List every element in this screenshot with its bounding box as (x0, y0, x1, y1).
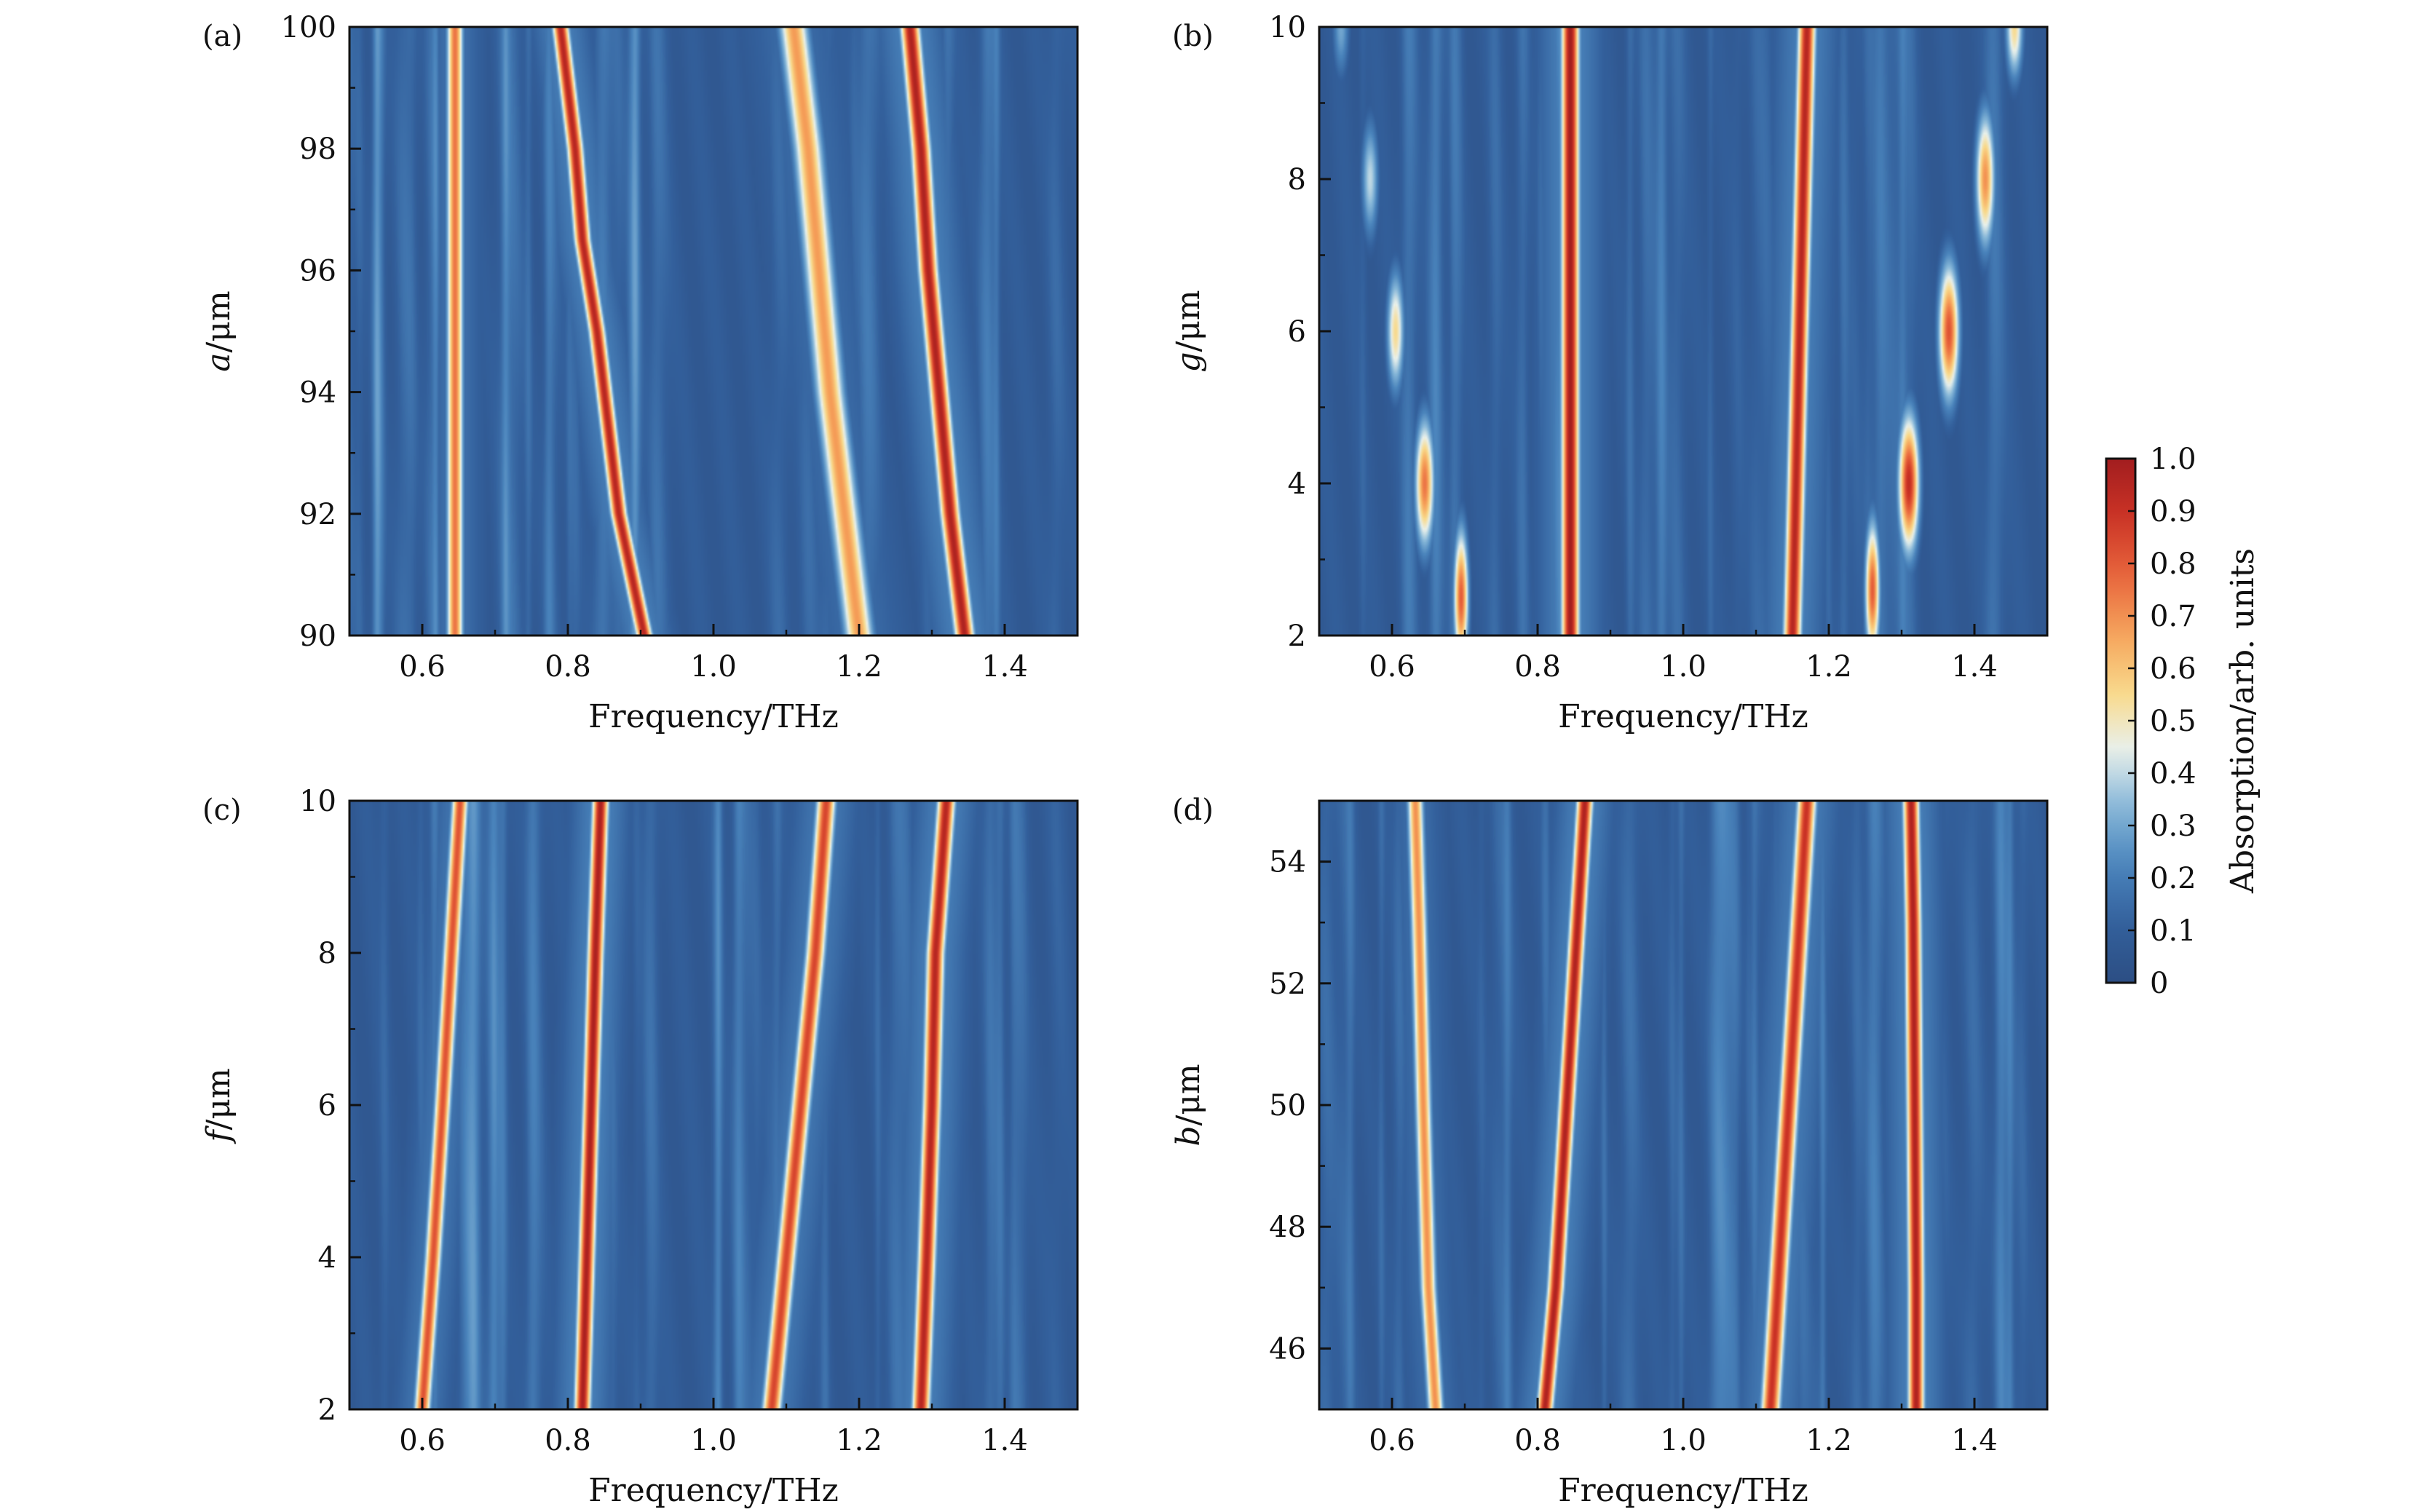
x-tick-label: 0.8 (545, 1424, 591, 1457)
x-tick-label: 1.2 (1806, 650, 1852, 684)
y-axis-variable: b (1170, 1125, 1207, 1146)
colorbar: 0 0.1 0.2 0.3 0.4 0.5 0.6 0.7 0.8 0.9 1.0 Absorptio… (2105, 443, 2261, 1000)
x-tick-label: 1.0 (690, 650, 737, 684)
colorbar-tick-label: 0.8 (2150, 547, 2196, 581)
y-axis-variable: a (200, 352, 237, 371)
x-tick-label: 1.4 (1951, 650, 1998, 684)
panel-a: 0.6 0.8 1.0 1.2 1.4 90 92 94 96 98 100 Frequency/TH… (200, 11, 1079, 735)
colorbar-tick-label: 0.2 (2150, 862, 2196, 895)
y-axis-label: g/μm (1170, 290, 1207, 372)
colorbar-tick-label: 0.4 (2150, 757, 2196, 791)
x-tick-label: 1.4 (981, 1424, 1028, 1457)
y-tick-label: 98 (299, 132, 336, 166)
colorbar-tick-label: 0 (2150, 967, 2168, 1000)
y-tick-label: 4 (1288, 467, 1306, 501)
x-tick-label: 0.8 (545, 650, 591, 684)
colorbar-tick-label: 0.6 (2150, 652, 2196, 686)
y-tick-label: 92 (299, 498, 336, 531)
x-tick-label: 0.6 (1369, 1424, 1415, 1457)
heatmap-image (1319, 801, 2047, 1409)
x-tick-label: 1.0 (690, 1424, 737, 1457)
x-tick-label: 0.8 (1514, 650, 1561, 684)
x-tick-label: 1.0 (1660, 650, 1707, 684)
y-tick-label: 48 (1269, 1211, 1306, 1244)
y-tick-label: 94 (299, 376, 336, 410)
x-axis-label: Frequency/THz (1558, 698, 1808, 735)
y-tick-label: 2 (318, 1393, 336, 1427)
y-tick-label: 10 (299, 785, 336, 818)
y-axis-label: b/μm (1170, 1064, 1207, 1146)
y-tick-label: 96 (299, 254, 336, 288)
y-tick-label: 8 (318, 937, 336, 970)
y-axis-label: f/μm (200, 1068, 237, 1144)
heatmap-image (1319, 27, 2047, 636)
y-axis-unit: /μm (200, 1068, 237, 1130)
panel-d: 0.6 0.8 1.0 1.2 1.4 46 48 50 52 54 Frequency/THz b/… (1170, 793, 2049, 1509)
y-axis-unit: /μm (1170, 1064, 1207, 1125)
panel-c: 0.6 0.8 1.0 1.2 1.4 2 4 6 8 10 Frequency/THz f/μm (c… (200, 785, 1079, 1509)
x-axis-label: Frequency/THz (1558, 1472, 1808, 1509)
x-axis-label: Frequency/THz (588, 1472, 839, 1509)
y-tick-label: 90 (299, 620, 336, 653)
y-axis-label: a/μm (200, 290, 237, 371)
colorbar-scale (2105, 457, 2137, 984)
panel-label: (d) (1172, 793, 1214, 827)
x-tick-label: 1.4 (981, 650, 1028, 684)
heatmap-image (349, 27, 1077, 636)
panel-b: 0.6 0.8 1.0 1.2 1.4 2 4 6 8 10 Frequency/THz g/μm (b… (1170, 11, 2049, 735)
panel-label: (b) (1172, 20, 1214, 53)
y-tick-label: 54 (1269, 846, 1306, 879)
y-tick-label: 52 (1269, 967, 1306, 1001)
x-tick-label: 1.0 (1660, 1424, 1707, 1457)
colorbar-tick-label: 0.5 (2150, 705, 2196, 738)
y-tick-label: 8 (1288, 163, 1306, 197)
y-tick-label: 6 (1288, 315, 1306, 349)
colorbar-tick-label: 0.1 (2150, 914, 2196, 948)
y-axis-variable: g (1170, 352, 1207, 372)
y-tick-label: 10 (1269, 11, 1306, 44)
x-tick-label: 1.2 (836, 1424, 882, 1457)
colorbar-label: Absorption/arb. units (2224, 548, 2261, 894)
y-tick-label: 4 (318, 1241, 336, 1275)
x-tick-label: 1.2 (1806, 1424, 1852, 1457)
panel-label: (c) (202, 793, 242, 827)
x-tick-label: 0.6 (399, 1424, 446, 1457)
y-tick-label: 2 (1288, 620, 1306, 653)
panels: 0.6 0.8 1.0 1.2 1.4 90 92 94 96 98 100 Frequency/TH… (200, 11, 2049, 1509)
y-axis-unit: /μm (1170, 290, 1207, 352)
y-tick-label: 46 (1269, 1332, 1306, 1366)
x-tick-label: 1.2 (836, 650, 882, 684)
x-tick-label: 1.4 (1951, 1424, 1998, 1457)
x-tick-label: 0.6 (399, 650, 446, 684)
y-axis-unit: /μm (200, 290, 237, 352)
x-tick-label: 0.8 (1514, 1424, 1561, 1457)
colorbar-tick-label: 1.0 (2150, 443, 2196, 476)
x-tick-label: 0.6 (1369, 650, 1415, 684)
y-tick-label: 50 (1269, 1089, 1306, 1123)
x-axis-label: Frequency/THz (588, 698, 839, 735)
colorbar-tick-label: 0.7 (2150, 600, 2196, 633)
colorbar-tick-label: 0.3 (2150, 810, 2196, 843)
y-tick-label: 100 (281, 11, 336, 44)
heatmap-image (349, 801, 1077, 1409)
y-tick-label: 6 (318, 1089, 336, 1123)
panel-label: (a) (202, 20, 242, 53)
colorbar-tick-label: 0.9 (2150, 495, 2196, 529)
